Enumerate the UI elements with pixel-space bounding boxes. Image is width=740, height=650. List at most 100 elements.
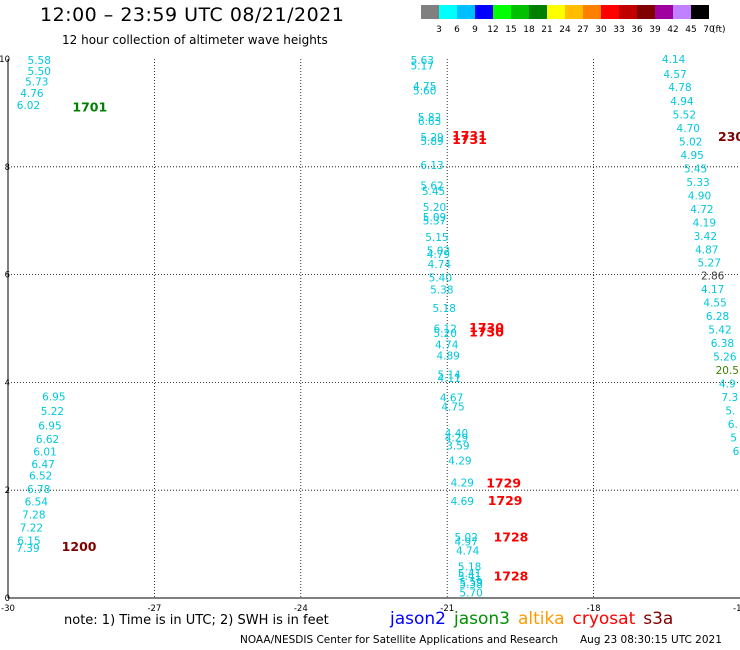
wave-height-label: 4.40: [445, 428, 468, 440]
axes: [7, 59, 740, 599]
wave-height-label: 5.50: [28, 66, 51, 78]
pass-time-label: 1730: [469, 324, 504, 339]
wave-height-label: 4.19: [693, 217, 716, 229]
wave-height-label: 4.78: [668, 82, 691, 94]
colorbar-swatch: [655, 5, 673, 19]
wave-height-label: 6.54: [25, 497, 49, 509]
colorbar-label: 36: [631, 25, 643, 35]
y-tick-label: 2: [5, 486, 10, 496]
wave-height-label: 6.38: [711, 338, 734, 350]
colorbar-label: 42: [667, 25, 679, 35]
wave-height-label: 6.95: [42, 391, 65, 403]
credit-line: NOAA/NESDIS Center for Satellite Applica…: [240, 634, 558, 646]
wave-height-label: 6.12: [434, 324, 457, 336]
wave-height-label: 5.27: [698, 258, 721, 270]
wave-height-label: 4.74: [456, 546, 480, 558]
wave-height-label: 4.29: [445, 432, 468, 444]
colorbar-swatch: [637, 5, 655, 19]
satellite-legend: jason2 jason3 altika cryosat s3a: [390, 609, 681, 629]
wave-height-label: 7.22: [20, 522, 43, 534]
wave-height-label: 4.74: [428, 259, 452, 271]
wave-height-label: 20.5: [716, 365, 739, 377]
wave-height-label: 6.15: [17, 535, 40, 547]
colorbar-label: 12: [487, 25, 499, 35]
pass-time-label: 1728: [494, 530, 529, 545]
wave-height-label: 5.26: [713, 352, 737, 364]
colorbar-swatch: [457, 5, 475, 19]
wave-height-label: 5.41: [458, 568, 481, 580]
wave-height-label: 5: [730, 432, 737, 444]
pass-time-label: 1701: [72, 100, 107, 115]
wave-height-label: 5.73: [25, 77, 48, 89]
wave-height-label: 4.89: [436, 350, 459, 362]
colorbar-label: 6: [454, 25, 460, 35]
y-tick-label: 4: [5, 378, 10, 388]
colorbar-swatch: [619, 5, 637, 19]
y-tick-label: 6: [5, 271, 10, 281]
pass-time-label: 1728: [494, 568, 529, 583]
wave-height-label: 6.28: [706, 311, 729, 323]
wave-height-label: 4.74: [435, 340, 459, 352]
wave-height-label: 4.75: [441, 402, 464, 414]
pass-time-label: 1731: [452, 128, 487, 143]
wave-height-label: 5.02: [455, 532, 478, 544]
colorbar-label: 24: [559, 25, 571, 35]
wave-height-label: 4.87: [695, 244, 718, 256]
wave-height-label: 6.47: [31, 459, 54, 471]
wave-height-label: 5.18: [433, 303, 456, 315]
wave-height-label: 4.17: [701, 284, 724, 296]
colorbar-label: 21: [541, 25, 553, 35]
wave-height-label: 4.90: [688, 190, 711, 202]
colorbar-label: 70: [703, 25, 715, 35]
colorbar-swatch: [673, 5, 691, 19]
wave-height-label: 4.11: [437, 373, 460, 385]
y-tick-label: 8: [5, 163, 10, 173]
colorbar-swatch: [529, 5, 547, 19]
wave-height-label: 4.75: [413, 81, 436, 93]
colorbar-swatch: [511, 5, 529, 19]
wave-height-label: 6.01: [33, 446, 56, 458]
time-labels: 1701120017311731173017301729172917281728…: [62, 100, 740, 584]
satellite-legend-item: jason2: [390, 609, 446, 629]
wave-height-label: 6.62: [36, 434, 59, 446]
x-tick-label: -27: [147, 604, 161, 614]
x-tick-label: -18: [587, 604, 601, 614]
wave-height-label: 6.52: [29, 471, 52, 483]
wave-height-label: 6.13: [420, 160, 443, 172]
pass-time-label: 2300: [718, 129, 740, 144]
wave-height-label: 5.: [725, 405, 735, 417]
pass-time-label: 1730: [469, 320, 504, 335]
wave-height-label: 5.02: [427, 245, 450, 257]
chart-subtitle: 12 hour collection of altimeter wave hei…: [62, 33, 328, 47]
wave-height-label: 5.14: [437, 369, 461, 381]
wave-height-label: 4.76: [20, 88, 44, 100]
wave-height-label: 5.22: [41, 406, 64, 418]
wave-height-label: 4.29: [448, 456, 471, 468]
wave-height-label: 3.59: [446, 440, 469, 452]
footnote: note: 1) Time is in UTC; 2) SWH is in fe…: [64, 613, 329, 628]
wave-height-label: 5.52: [673, 110, 696, 122]
grid-lines: [8, 59, 740, 598]
wave-height-label: 5.17: [411, 60, 434, 72]
wave-height-label: 5.58: [28, 55, 51, 67]
satellite-legend-item: altika: [518, 609, 565, 629]
wave-height-label: 6.78: [27, 484, 50, 496]
wave-height-label: 5.38: [459, 579, 482, 591]
colorbar-label: 45: [685, 25, 697, 35]
wave-height-label: 5.40: [429, 272, 452, 284]
colorbar-swatch: [547, 5, 565, 19]
colorbar-label: 33: [613, 25, 625, 35]
colorbar-label: 27: [577, 25, 589, 35]
pass-time-label: 1731: [452, 132, 487, 147]
wave-height-label: 5.20: [423, 202, 446, 214]
colorbar-swatch: [601, 5, 619, 19]
colorbar-swatch: [475, 5, 493, 19]
wave-height-label: 5.41: [458, 571, 481, 583]
pass-time-label: 1200: [62, 539, 97, 554]
wave-height-label: 5.38: [430, 285, 453, 297]
wave-height-label: 5.70: [459, 588, 482, 600]
x-tick-label: -21: [440, 604, 454, 614]
colorbar-label: 30: [595, 25, 607, 35]
wave-height-label: 5.02: [679, 136, 702, 148]
wave-height-label: 5.45: [684, 163, 707, 175]
